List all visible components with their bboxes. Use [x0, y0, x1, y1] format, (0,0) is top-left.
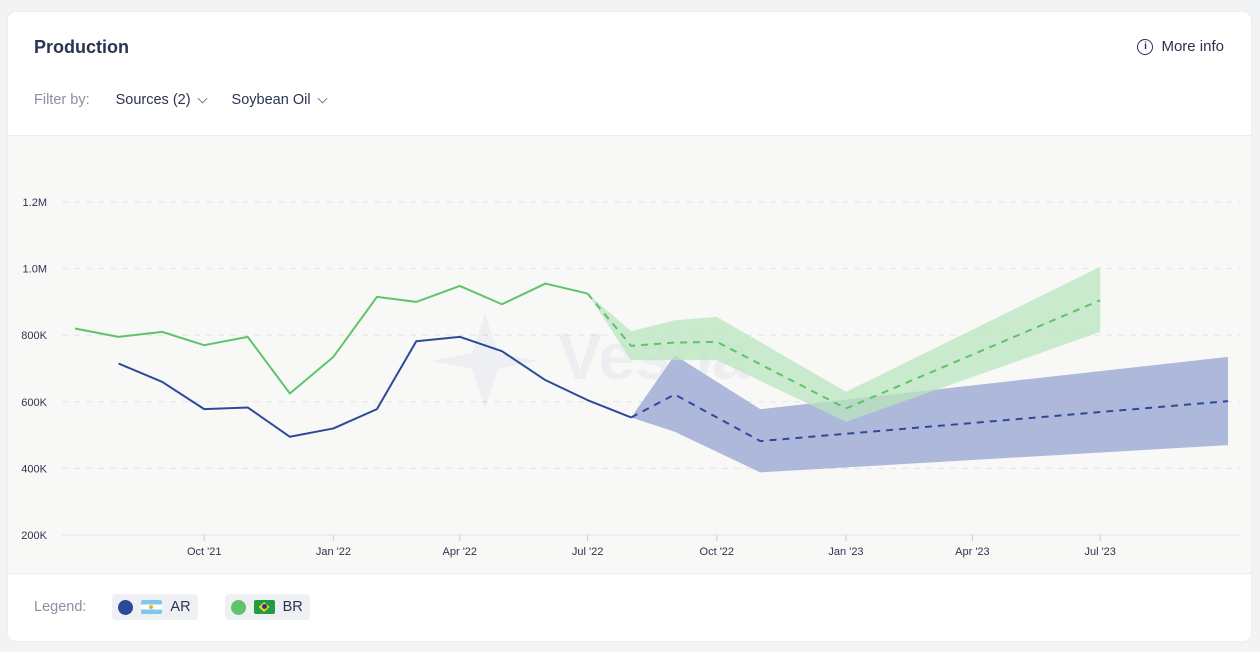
x-tick-label: Jul '23 [1084, 546, 1115, 558]
filter-bar: Filter by: Sources (2) Soybean Oil [34, 92, 352, 108]
axis-labels: 200K 400K 600K 800K 1.0M 1.2M Oct '21 Jan '22 Ap… [21, 197, 1116, 558]
y-tick-label: 400K [21, 463, 47, 475]
more-info-label: More info [1161, 38, 1224, 55]
actual-line-ar [118, 335, 632, 438]
filter-label: Filter by: [34, 92, 90, 108]
series-lines [74, 282, 1229, 443]
x-tick-label: Apr '23 [955, 546, 990, 558]
sources-dropdown-label: Sources (2) [115, 92, 191, 108]
sources-dropdown[interactable]: Sources (2) [115, 92, 207, 108]
y-tick-label: 1.2M [23, 197, 47, 209]
x-tick-label: Jan '23 [828, 546, 863, 558]
more-info-button[interactable]: i More info [1137, 38, 1224, 55]
actual-line-br [74, 282, 588, 395]
x-tick-label: Jul '22 [572, 546, 603, 558]
x-tick-label: Jan '22 [316, 546, 351, 558]
product-dropdown-label: Soybean Oil [231, 92, 311, 108]
x-tick-label: Apr '22 [443, 546, 478, 558]
y-tick-label: 600K [21, 397, 47, 409]
legend-item-label: BR [282, 599, 303, 615]
forecast-band-ar [631, 355, 1228, 473]
argentina-flag-icon [141, 600, 163, 614]
series-color-dot [230, 599, 246, 615]
info-circle-icon: i [1137, 38, 1154, 55]
y-tick-label: 200K [21, 530, 47, 542]
legend: Legend: AR BR [34, 594, 337, 620]
production-card: Production i More info Filter by: Source… [8, 12, 1251, 641]
legend-item-label: AR [170, 599, 191, 615]
legend-item-br[interactable]: BR [224, 594, 310, 620]
brazil-flag-icon [253, 600, 275, 614]
forecast-line-br [586, 292, 1101, 410]
x-tick-label: Oct '21 [187, 546, 222, 558]
y-tick-label: 1.0M [23, 264, 47, 276]
legend-item-ar[interactable]: AR [112, 594, 198, 620]
card-title: Production [34, 37, 129, 57]
product-dropdown[interactable]: Soybean Oil [231, 92, 327, 108]
forecast-band-br [587, 266, 1101, 422]
confidence-bands [587, 266, 1228, 473]
legend-label: Legend: [34, 599, 87, 615]
forecast-line-ar [630, 393, 1229, 443]
series-color-dot [118, 599, 134, 615]
x-tick-label: Oct '22 [700, 546, 735, 558]
y-tick-label: 800K [21, 330, 47, 342]
